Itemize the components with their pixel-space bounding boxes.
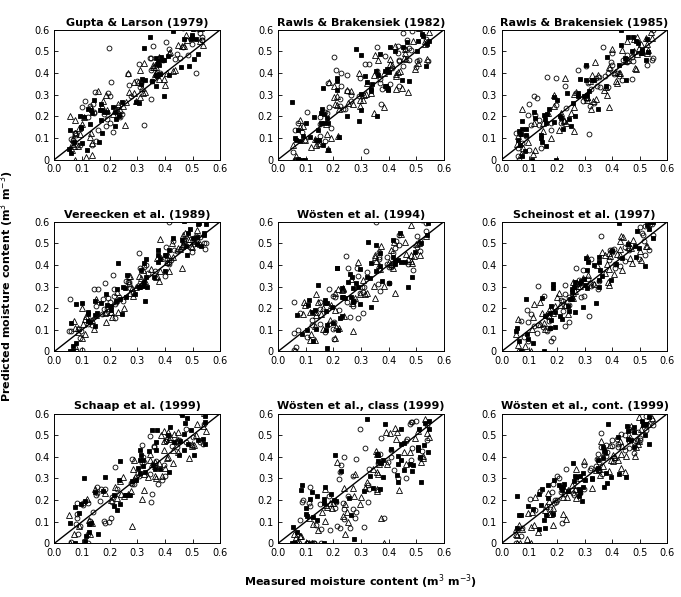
Title: Wösten et al., class (1999): Wösten et al., class (1999) — [277, 401, 445, 411]
Title: Scheinost et al. (1997): Scheinost et al. (1997) — [513, 210, 656, 220]
Title: Rawls & Brakensiek (1985): Rawls & Brakensiek (1985) — [501, 18, 669, 27]
Title: Gupta & Larson (1979): Gupta & Larson (1979) — [66, 18, 208, 27]
Text: Predicted moisture content (m$^3$ m$^{-3}$): Predicted moisture content (m$^3$ m$^{-3… — [0, 171, 16, 402]
Title: Wösten et al., cont. (1999): Wösten et al., cont. (1999) — [501, 401, 669, 411]
Text: Measured moisture content (m$^3$ m$^{-3}$): Measured moisture content (m$^3$ m$^{-3}… — [244, 573, 477, 591]
Title: Schaap et al. (1999): Schaap et al. (1999) — [74, 401, 201, 411]
Title: Rawls & Brakensiek (1982): Rawls & Brakensiek (1982) — [276, 18, 445, 27]
Title: Wösten et al. (1994): Wösten et al. (1994) — [297, 210, 425, 220]
Title: Vereecken et al. (1989): Vereecken et al. (1989) — [64, 210, 210, 220]
